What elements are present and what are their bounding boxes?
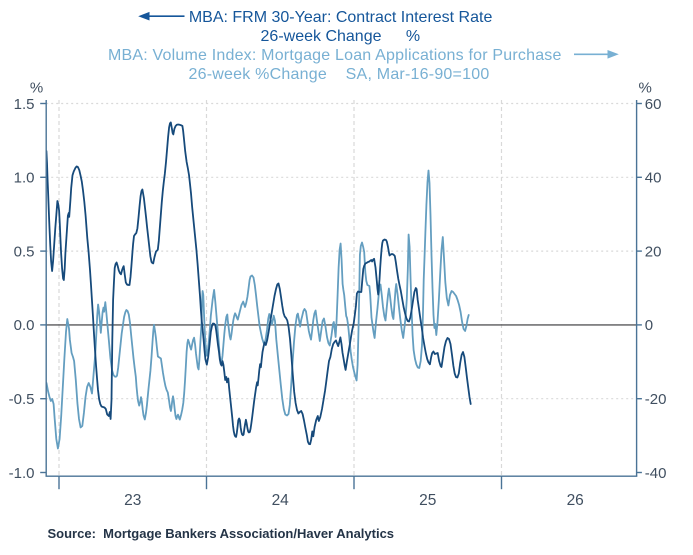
svg-text:40: 40 bbox=[645, 170, 662, 187]
svg-text:26-week %Change SA, Mar-16-: 26-week %Change SA, Mar-16-90=100 bbox=[189, 66, 490, 83]
svg-text:1.5: 1.5 bbox=[14, 96, 35, 113]
svg-text:60: 60 bbox=[645, 96, 662, 113]
svg-text:Source: Mortgage Bankers Asso: Source: Mortgage Bankers Association/Hav… bbox=[48, 526, 395, 541]
svg-text:0.5: 0.5 bbox=[14, 243, 35, 260]
svg-text:%: % bbox=[406, 28, 420, 45]
svg-text:0.0: 0.0 bbox=[14, 317, 35, 334]
svg-text:-0.5: -0.5 bbox=[9, 391, 35, 408]
svg-text:26-week Change: 26-week Change bbox=[261, 28, 382, 45]
svg-text:MBA: FRM 30-Year: Contract Int: MBA: FRM 30-Year: Contract Interest Rate bbox=[189, 9, 493, 26]
svg-text:%: % bbox=[30, 79, 43, 96]
svg-text:-40: -40 bbox=[645, 465, 667, 482]
svg-text:26: 26 bbox=[567, 492, 584, 509]
svg-text:-1.0: -1.0 bbox=[9, 465, 35, 482]
svg-text:23: 23 bbox=[124, 492, 141, 509]
svg-text:%: % bbox=[639, 79, 652, 96]
svg-text:1.0: 1.0 bbox=[14, 170, 35, 187]
svg-text:MBA: Volume Index: Mortgage Lo: MBA: Volume Index: Mortgage Loan Applica… bbox=[108, 47, 562, 64]
svg-text:-20: -20 bbox=[645, 391, 667, 408]
svg-text:24: 24 bbox=[272, 492, 290, 509]
svg-text:0: 0 bbox=[645, 317, 653, 334]
svg-text:25: 25 bbox=[419, 492, 436, 509]
svg-text:20: 20 bbox=[645, 243, 662, 260]
